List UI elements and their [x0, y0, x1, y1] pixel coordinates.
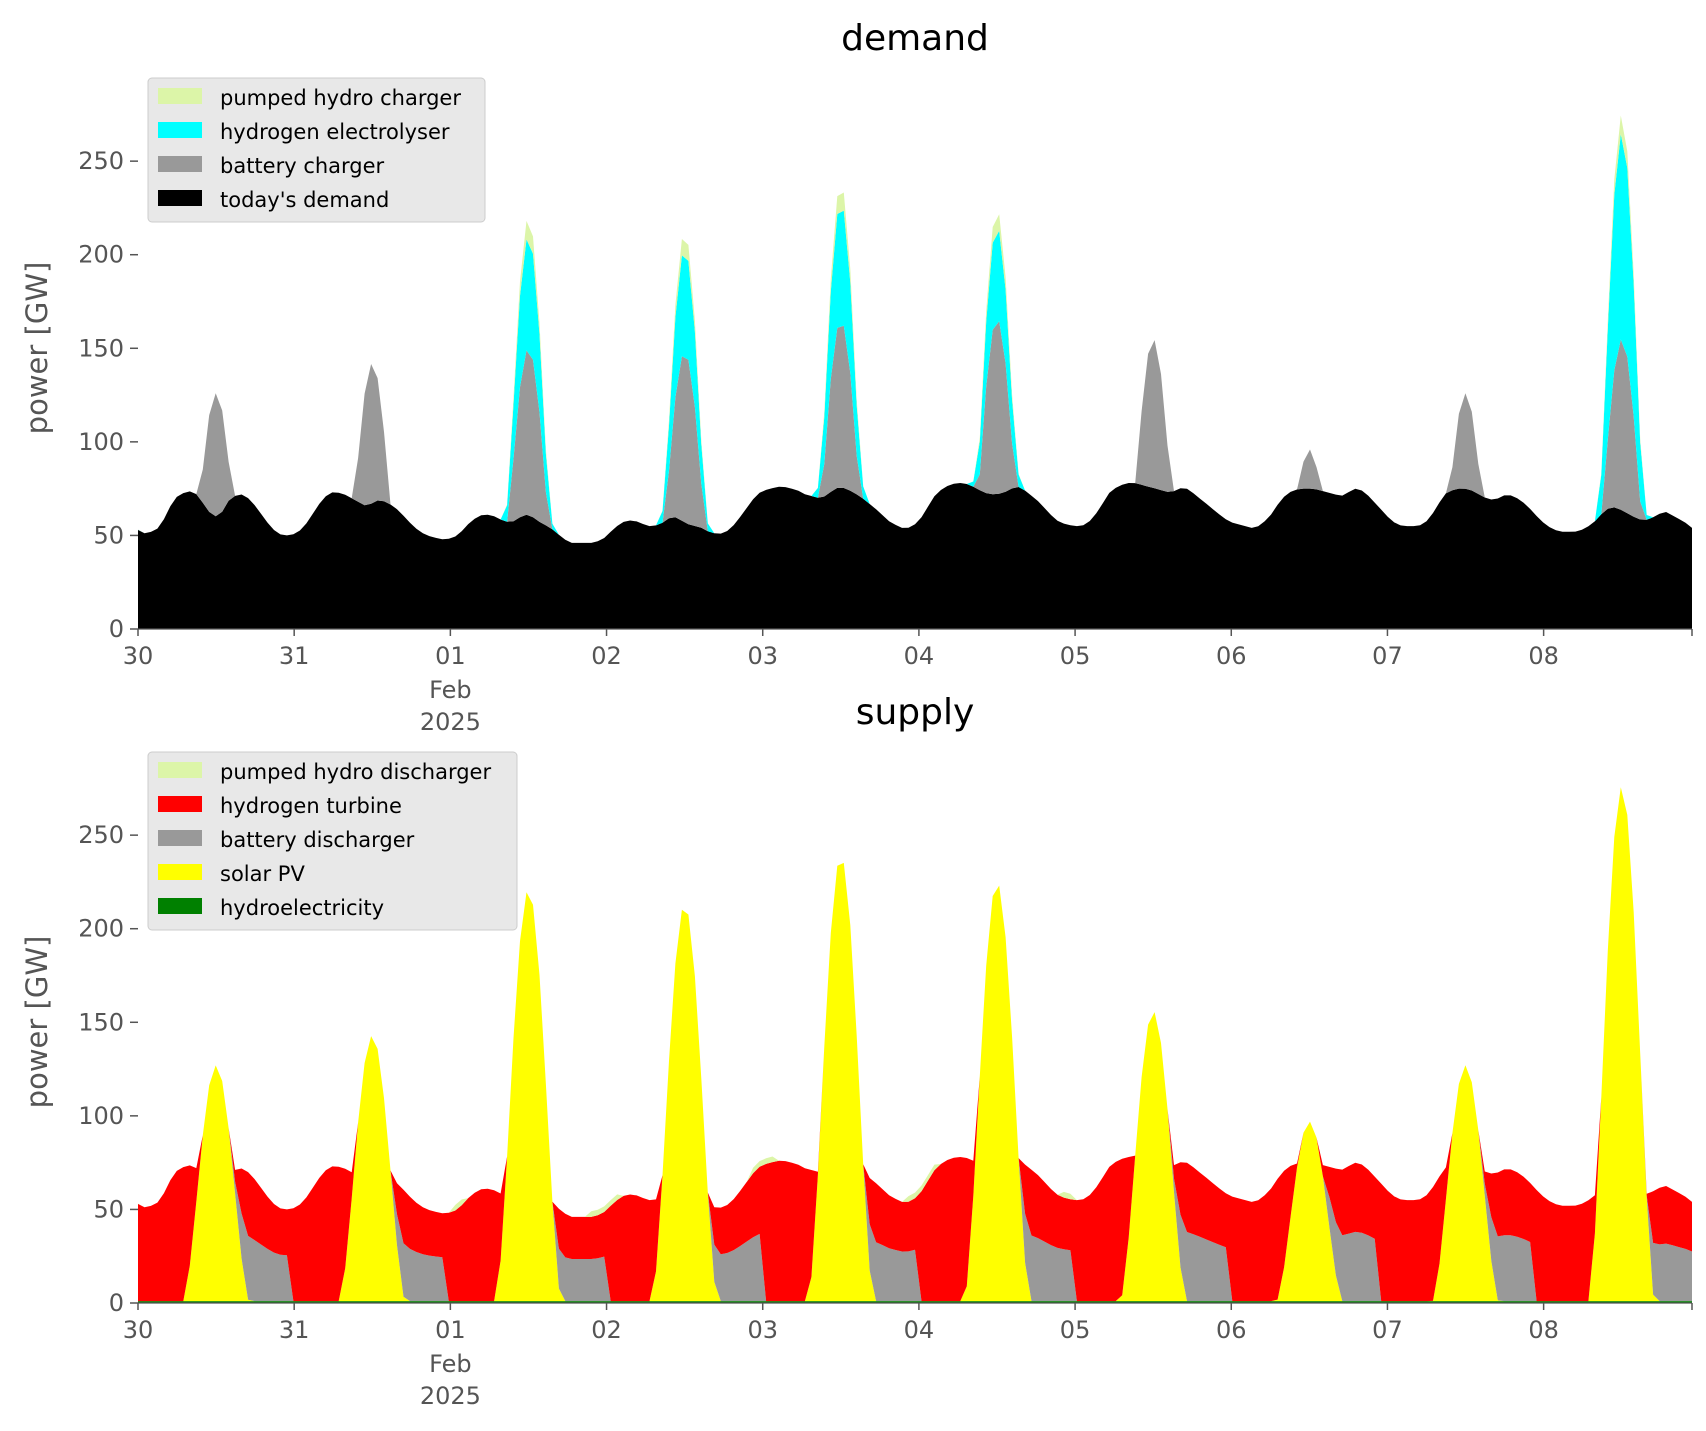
legend-label-solar-pv: solar PV	[220, 862, 305, 886]
demand-xtick-label: 31	[279, 642, 310, 670]
demand-ytick-label: 250	[78, 147, 124, 175]
demand-area-battery-charger	[138, 321, 1692, 543]
supply-xtick-label: 31	[279, 1316, 310, 1344]
demand-ylabel: power [GW]	[20, 262, 54, 435]
supply-ytick-label: 250	[78, 821, 124, 849]
demand-axes: 0 50 100 150 200 250 30 31 01 02 03 04 05 06 07 08 Feb 20…	[78, 147, 1693, 736]
legend-swatch-hydroelectricity	[158, 898, 202, 914]
supply-area-hydrogen-turbine	[138, 787, 1692, 1302]
legend-swatch-battery-discharger	[158, 830, 202, 846]
supply-xtick-label: 01	[435, 1316, 466, 1344]
demand-xtick-year: 2025	[420, 708, 481, 736]
demand-xtick-label: 03	[747, 642, 778, 670]
legend-swatch-pumped-hydro-charger	[158, 88, 202, 104]
legend-label-todays-demand: today's demand	[220, 188, 389, 212]
legend-label-pumped-hydro-charger: pumped hydro charger	[220, 86, 461, 110]
demand-xtick-label: 01	[435, 642, 466, 670]
demand-ytick-label: 100	[78, 428, 124, 456]
supply-title: supply	[856, 692, 975, 733]
demand-xtick-label: 05	[1060, 642, 1091, 670]
demand-area-todays-demand	[138, 483, 1692, 629]
supply-areas	[138, 787, 1692, 1303]
legend-label-battery-charger: battery charger	[220, 154, 385, 178]
demand-xtick-label: 08	[1528, 642, 1559, 670]
demand-ytick-label: 150	[78, 334, 124, 362]
legend-swatch-hydrogen-turbine	[158, 796, 202, 812]
supply-xtick-month: Feb	[429, 1350, 472, 1378]
supply-xtick-label: 30	[123, 1316, 154, 1344]
demand-xtick-label: 02	[591, 642, 622, 670]
legend-swatch-solar-pv	[158, 864, 202, 880]
legend-label-hydroelectricity: hydroelectricity	[220, 896, 384, 920]
legend-swatch-hydrogen-electrolyser	[158, 122, 202, 138]
supply-ytick-label: 200	[78, 915, 124, 943]
demand-ytick-label: 200	[78, 241, 124, 269]
supply-ytick-label: 0	[109, 1289, 124, 1317]
demand-legend: pumped hydro charger hydrogen electrolys…	[147, 77, 486, 223]
legend-label-battery-discharger: battery discharger	[220, 828, 415, 852]
supply-xtick-label: 02	[591, 1316, 622, 1344]
legend-swatch-pumped-hydro-discharger	[158, 762, 202, 778]
supply-xtick-label: 07	[1372, 1316, 1403, 1344]
legend-swatch-todays-demand	[158, 190, 202, 206]
legend-label-pumped-hydro-discharger: pumped hydro discharger	[220, 760, 491, 784]
supply-legend: pumped hydro discharger hydrogen turbine…	[147, 751, 518, 931]
supply-xtick-year: 2025	[420, 1382, 481, 1410]
supply-ytick-label: 150	[78, 1008, 124, 1036]
demand-ytick-label: 0	[109, 615, 124, 643]
demand-title: demand	[841, 18, 989, 59]
supply-xtick-label: 05	[1060, 1316, 1091, 1344]
supply-area-solar-pv	[138, 787, 1692, 1302]
supply-xtick-label: 03	[747, 1316, 778, 1344]
supply-xtick-label: 06	[1216, 1316, 1247, 1344]
supply-xtick-label: 04	[904, 1316, 935, 1344]
legend-label-hydrogen-turbine: hydrogen turbine	[220, 794, 402, 818]
demand-legend-box	[147, 77, 486, 223]
demand-xtick-label: 06	[1216, 642, 1247, 670]
supply-ytick-label: 100	[78, 1102, 124, 1130]
demand-xtick-label: 07	[1372, 642, 1403, 670]
demand-xtick-label: 30	[123, 642, 154, 670]
supply-ylabel: power [GW]	[20, 936, 54, 1109]
demand-ytick-label: 50	[93, 521, 124, 549]
demand-xtick-month: Feb	[429, 676, 472, 704]
demand-xtick-label: 04	[904, 642, 935, 670]
demand-areas	[138, 115, 1692, 629]
supply-ytick-label: 50	[93, 1195, 124, 1223]
supply-xtick-label: 08	[1528, 1316, 1559, 1344]
legend-label-hydrogen-electrolyser: hydrogen electrolyser	[220, 120, 450, 144]
supply-axes: 0 50 100 150 200 250 30 31 01 02 03 04 05 06 07 08 Feb 20…	[78, 821, 1693, 1410]
demand-area-pumped-hydro-charger	[138, 115, 1692, 543]
legend-swatch-battery-charger	[158, 156, 202, 172]
supply-legend-box	[147, 751, 518, 931]
